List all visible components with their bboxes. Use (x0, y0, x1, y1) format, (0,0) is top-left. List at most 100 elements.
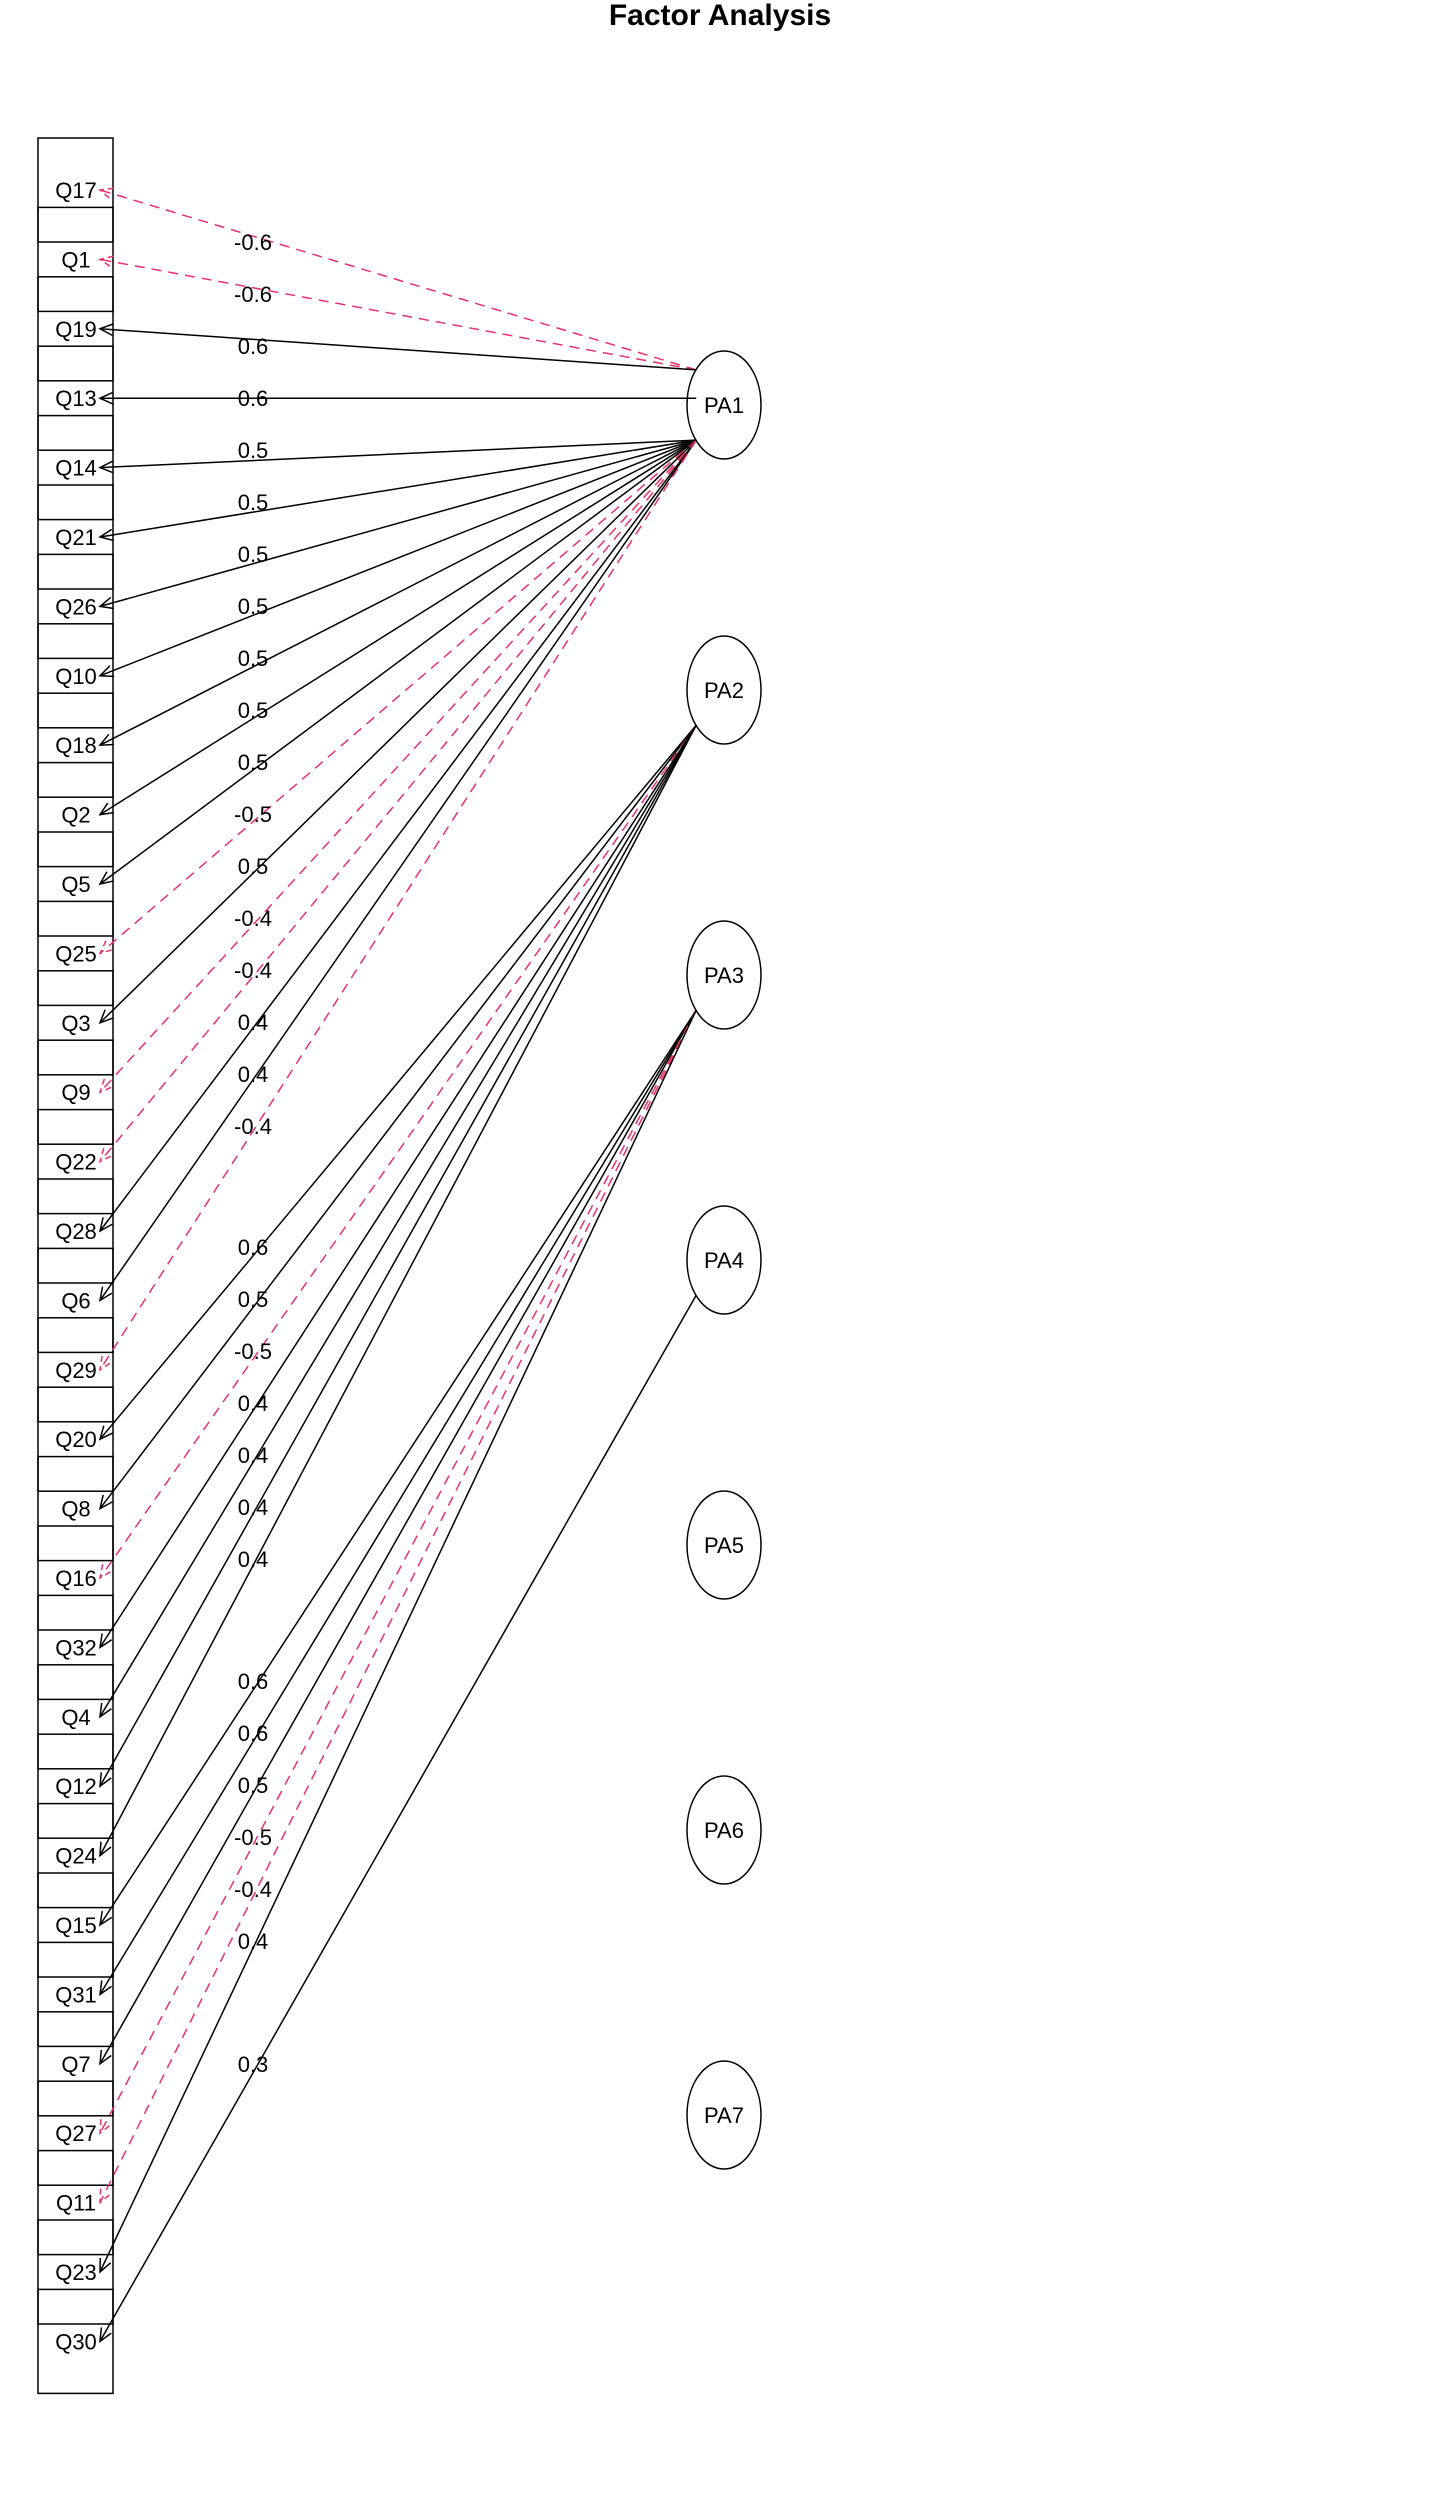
factor-ellipse (686, 1205, 762, 1315)
item-box-q17 (37, 137, 114, 243)
edge-line (99, 724, 697, 1510)
loading-label-q3: 0.5 (238, 854, 269, 879)
factor-ellipse (686, 1490, 762, 1600)
edge-line (99, 439, 697, 1301)
loading-label-q2: 0.5 (238, 698, 269, 723)
loading-label-q21: 0.5 (238, 490, 269, 515)
edge-line (99, 439, 697, 469)
edge-pa1-q5 (98, 439, 697, 886)
edge-arrowhead (99, 2327, 112, 2343)
item-label-q22: Q22 (55, 1150, 97, 1175)
item-box-q30 (37, 2288, 114, 2395)
edge-arrowhead (99, 2257, 112, 2274)
edge-pa2-q24 (99, 724, 697, 1858)
edge-line (99, 439, 697, 1163)
item-label-q24: Q24 (55, 1844, 97, 1869)
edge-line (99, 439, 697, 1232)
edge-pa1-q26 (98, 439, 697, 610)
edge-pa1-q14 (98, 439, 697, 474)
edge-pa3-q7 (99, 1009, 697, 2066)
edge-arrowhead (98, 1009, 114, 1025)
item-label-q1: Q1 (61, 247, 90, 272)
item-box-q11 (37, 2149, 114, 2256)
edge-arrowhead (98, 255, 114, 268)
edge-pa1-q29 (99, 439, 697, 1372)
item-box-q4 (37, 1664, 114, 1770)
loading-label-q7: 0.5 (238, 1773, 269, 1798)
loading-label-q23: 0.4 (238, 1929, 269, 1954)
edge-arrowhead (98, 460, 114, 474)
edge-line (99, 258, 697, 371)
item-box-q29 (37, 1317, 114, 1423)
edge-arrowhead (98, 1286, 113, 1302)
factor-ellipse (686, 635, 762, 745)
edge-line (99, 439, 697, 538)
item-box-q8 (37, 1455, 114, 1562)
edge-arrowhead (98, 1494, 113, 1511)
edge-pa4-q30 (99, 1294, 697, 2343)
edge-line (99, 724, 697, 1718)
item-label-q15: Q15 (55, 1913, 97, 1938)
loading-label-q16: -0.5 (234, 1339, 272, 1364)
edge-line (99, 439, 697, 677)
edge-arrowhead (98, 528, 114, 542)
item-box-q2 (37, 761, 114, 868)
item-label-q3: Q3 (61, 1011, 90, 1036)
item-label-q19: Q19 (55, 317, 97, 342)
factor-label: PA6 (704, 1818, 744, 1843)
factor-label: PA7 (704, 2103, 744, 2128)
item-box-q20 (37, 1386, 114, 1492)
item-label-q23: Q23 (55, 2260, 97, 2285)
edge-line (99, 724, 697, 1787)
item-box-q32 (37, 1594, 114, 1701)
edge-line (99, 439, 697, 1093)
edge-line (99, 724, 697, 1856)
loading-label-q20: 0.6 (238, 1235, 269, 1260)
edge-arrowhead (98, 1078, 114, 1094)
edge-pa1-q10 (98, 439, 697, 678)
item-box-q24 (37, 1802, 114, 1909)
factor-node-pa6: PA6 (686, 1775, 762, 1885)
factor-label: PA1 (704, 393, 744, 418)
edge-arrowhead (98, 1564, 113, 1580)
edge-pa2-q20 (98, 724, 697, 1441)
edge-arrowhead (99, 1841, 112, 1858)
loading-label-q30: 0.3 (238, 2052, 269, 2077)
item-box-q23 (37, 2219, 114, 2325)
item-label-q11: Q11 (56, 2191, 96, 2216)
edge-line (99, 1009, 697, 1995)
edge-pa1-q9 (98, 439, 697, 1094)
loading-label-q9: -0.4 (234, 906, 272, 931)
edge-arrowhead (99, 1980, 112, 1996)
loading-label-q1: -0.6 (234, 282, 272, 307)
item-label-q31: Q31 (55, 1982, 97, 2007)
edge-pa1-q18 (98, 439, 697, 747)
item-box-q21 (37, 484, 114, 590)
loading-label-q12: 0.4 (238, 1495, 269, 1520)
item-box-q5 (37, 831, 114, 937)
item-label-q12: Q12 (55, 1774, 97, 1799)
loading-label-q26: 0.5 (238, 542, 269, 567)
edge-pa1-q25 (98, 439, 697, 955)
edge-pa2-q16 (98, 724, 697, 1580)
edge-pa1-q2 (98, 439, 697, 816)
loading-edges (98, 187, 697, 2343)
edge-pa1-q21 (98, 439, 697, 542)
item-label-q30: Q30 (55, 2329, 97, 2354)
loading-label-q29: -0.4 (234, 1114, 272, 1139)
loading-label-q28: 0.4 (238, 1010, 269, 1035)
item-box-q12 (37, 1733, 114, 1839)
edge-pa2-q12 (99, 724, 697, 1788)
edge-arrowhead (98, 665, 115, 678)
loading-label-q10: 0.5 (238, 594, 269, 619)
item-label-q8: Q8 (61, 1497, 90, 1522)
edge-line (99, 724, 697, 1440)
edge-line (99, 439, 697, 608)
edge-pa3-q23 (99, 1009, 697, 2274)
item-box-q25 (37, 900, 114, 1007)
loading-label-q5: 0.5 (238, 750, 269, 775)
edge-pa1-q6 (98, 439, 697, 1302)
item-label-q27: Q27 (55, 2121, 97, 2146)
item-label-q28: Q28 (55, 1219, 97, 1244)
